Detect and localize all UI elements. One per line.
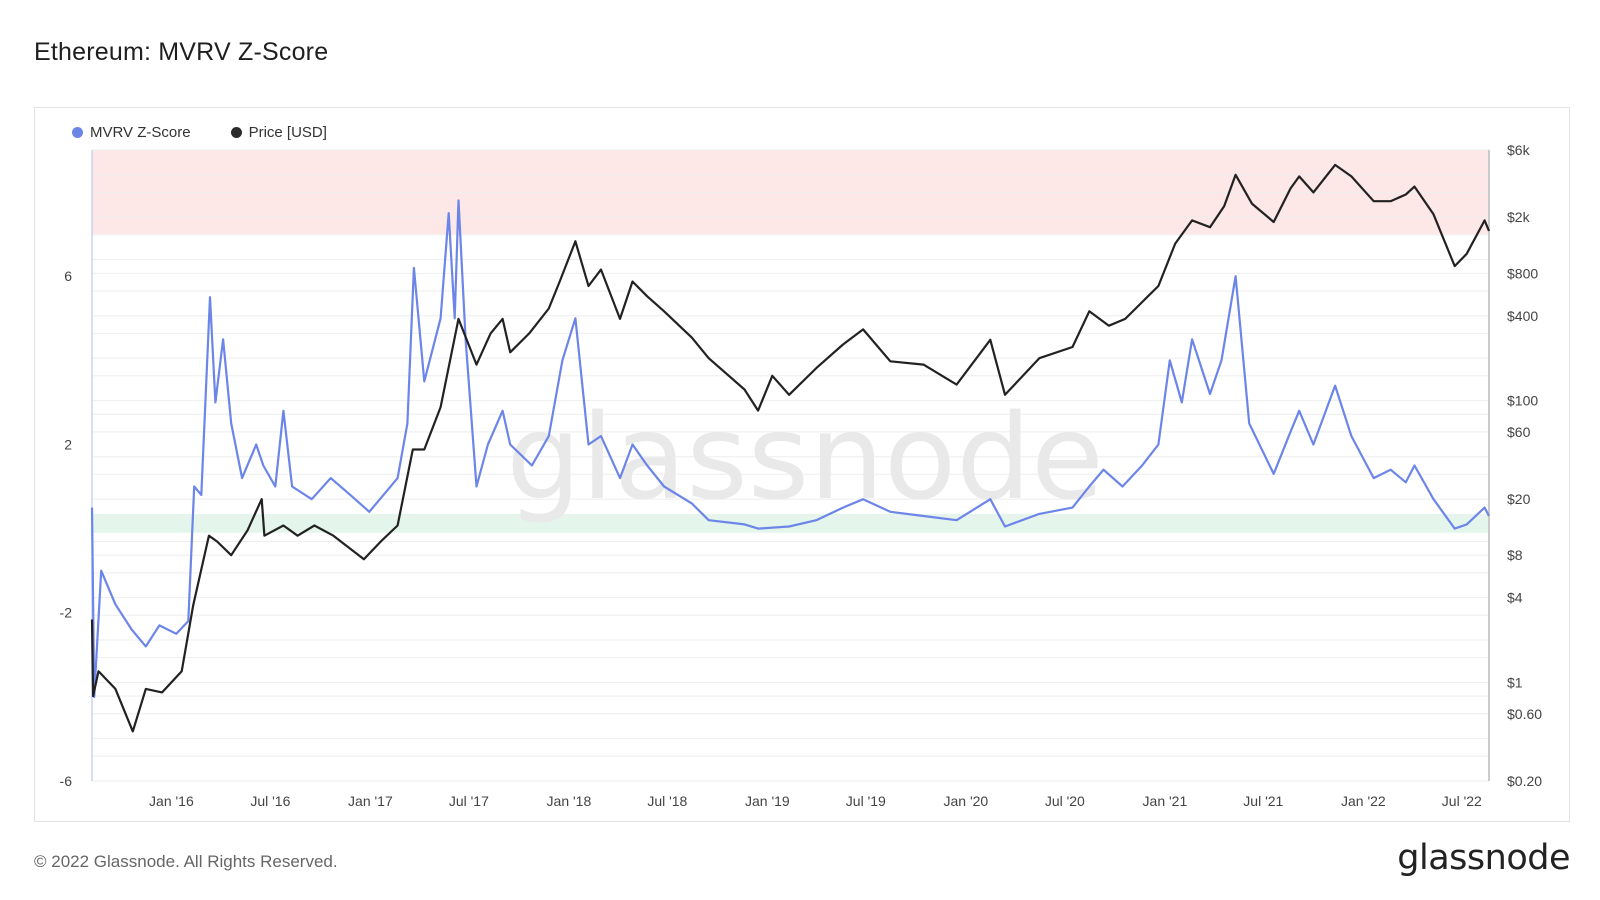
y-left-tick-2: -2 [60, 605, 73, 621]
band-undervalued [92, 513, 1489, 533]
x-tick-0: Jan '16 [149, 793, 194, 809]
x-tick-13: Jul '22 [1442, 793, 1482, 809]
y-right-tick-2: $800 [1507, 265, 1538, 281]
chart-legend: MVRV Z-Score Price [USD] [72, 124, 327, 141]
y-right-tick-5: $60 [1507, 424, 1531, 440]
y-right-tick-9: $1 [1507, 674, 1523, 690]
footer-logo: glassnode [1397, 838, 1570, 878]
x-tick-10: Jan '21 [1143, 793, 1188, 809]
y-right-tick-7: $8 [1507, 547, 1523, 563]
y-right-tick-11: $0.20 [1507, 773, 1542, 789]
chart-title: Ethereum: MVRV Z-Score [34, 38, 329, 66]
y-right-tick-10: $0.60 [1507, 706, 1542, 722]
series-line-mvrv-zscore [90, 199, 1490, 698]
x-tick-8: Jan '20 [944, 793, 989, 809]
legend-label-price: Price [USD] [248, 124, 327, 141]
legend-item-price[interactable]: Price [USD] [230, 124, 327, 141]
chart-frame [34, 107, 1570, 822]
y-right-tick-3: $400 [1507, 308, 1538, 324]
x-tick-11: Jul '21 [1243, 793, 1283, 809]
x-tick-3: Jul '17 [449, 793, 489, 809]
watermark: glassnode [506, 388, 1103, 526]
y-right-tick-4: $100 [1507, 393, 1538, 409]
x-tick-5: Jul '18 [647, 793, 687, 809]
y-right-tick-0: $6k [1507, 142, 1531, 158]
legend-label-zscore: MVRV Z-Score [90, 124, 191, 141]
x-tick-9: Jul '20 [1045, 793, 1085, 809]
y-right-tick-6: $20 [1507, 491, 1531, 507]
y-left-tick-1: 2 [64, 436, 72, 452]
x-tick-2: Jan '17 [348, 793, 393, 809]
legend-dot-price [230, 127, 242, 138]
x-tick-6: Jan '19 [745, 793, 790, 809]
footer-copyright: © 2022 Glassnode. All Rights Reserved. [34, 852, 338, 871]
legend-item-zscore[interactable]: MVRV Z-Score [72, 124, 191, 141]
y-right-tick-1: $2k [1507, 209, 1531, 225]
x-tick-1: Jul '16 [250, 793, 290, 809]
series-line-price [90, 163, 1491, 733]
x-tick-7: Jul '19 [846, 793, 886, 809]
legend-dot-zscore [72, 127, 83, 138]
x-tick-12: Jan '22 [1341, 793, 1386, 809]
y-right-tick-8: $4 [1507, 590, 1523, 606]
y-left-tick-0: 6 [64, 268, 72, 284]
x-tick-4: Jan '18 [547, 793, 592, 809]
y-left-tick-3: -6 [60, 773, 73, 789]
